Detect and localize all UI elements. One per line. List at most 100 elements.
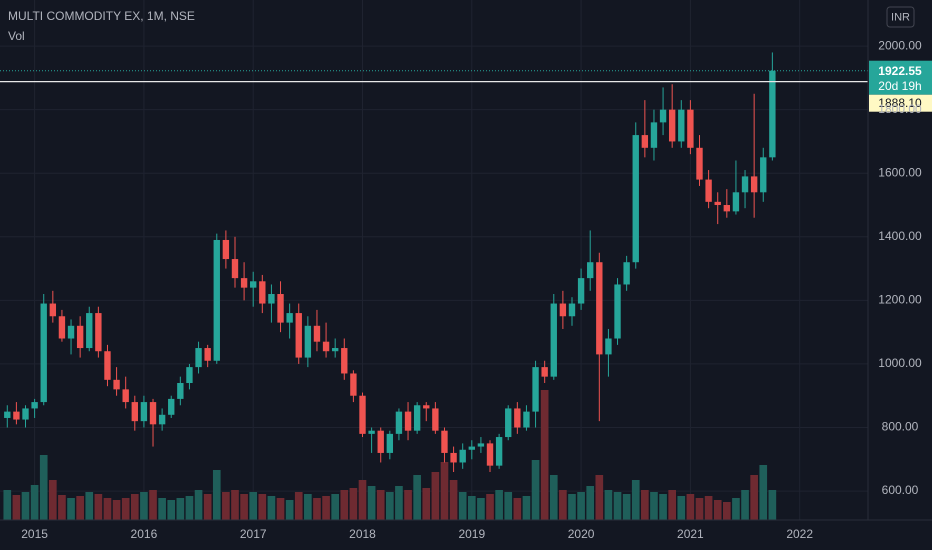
- volume-bar: [367, 486, 376, 520]
- candle-body: [359, 395, 366, 434]
- x-tick-label: 2019: [458, 527, 485, 541]
- volume-bar: [522, 496, 531, 520]
- volume-bar: [94, 494, 103, 520]
- volume-bar: [349, 488, 358, 520]
- candle-body: [477, 443, 485, 447]
- candle-body: [368, 430, 375, 434]
- candle-body: [213, 239, 220, 361]
- candle-body: [632, 135, 639, 263]
- candle-body: [441, 430, 448, 453]
- volume-bar: [413, 475, 421, 520]
- volume-bar: [422, 488, 431, 520]
- volume-bar: [495, 490, 503, 520]
- currency-label[interactable]: INR: [891, 11, 910, 23]
- candle-body: [714, 201, 721, 206]
- volume-bar: [322, 496, 330, 520]
- volume-bar: [540, 390, 549, 520]
- volume-bar: [732, 498, 740, 520]
- candle-body: [532, 367, 539, 412]
- volume-bar: [641, 490, 649, 520]
- volume-bar: [586, 486, 595, 520]
- x-tick-label: 2021: [677, 527, 704, 541]
- candle-body: [404, 411, 412, 431]
- volume-bar: [130, 494, 139, 520]
- candle-body: [659, 109, 667, 123]
- y-tick-label: 1400.00: [878, 229, 922, 243]
- volume-bar: [58, 495, 66, 520]
- volume-bar: [440, 462, 449, 520]
- volume-bar: [185, 496, 194, 520]
- candle-body: [723, 205, 731, 212]
- candle-body: [58, 316, 66, 339]
- volume-pane: [3, 390, 777, 520]
- currency-button[interactable]: [886, 6, 915, 28]
- volume-bar: [203, 494, 212, 520]
- candle-body: [423, 405, 430, 409]
- volume-bar: [231, 490, 239, 520]
- countdown-label: 20d 19h: [878, 79, 921, 93]
- price-line-label: 1888.10: [878, 96, 922, 110]
- candle-body: [741, 176, 749, 193]
- candle-body: [668, 109, 676, 142]
- volume-bar: [194, 490, 203, 520]
- candle-body: [505, 408, 512, 438]
- candle-body: [468, 446, 475, 450]
- candle-body: [40, 303, 47, 403]
- volume-bar: [258, 494, 267, 520]
- candle-body: [195, 348, 202, 368]
- candle-body: [605, 338, 612, 355]
- candle-body: [322, 341, 330, 352]
- x-tick-label: 2018: [349, 527, 376, 541]
- candle-body: [568, 303, 576, 317]
- volume-bar: [477, 498, 485, 520]
- volume-bar: [467, 496, 476, 520]
- indicator-label: Vol: [8, 29, 25, 43]
- x-tick-label: 2020: [568, 527, 595, 541]
- volume-bar: [285, 500, 294, 520]
- volume-bar: [331, 494, 340, 520]
- volume-bar: [568, 494, 576, 520]
- candle-body: [13, 411, 20, 420]
- volume-bar: [513, 498, 522, 520]
- y-tick-label: 1000.00: [878, 356, 922, 370]
- volume-bar: [30, 485, 39, 520]
- volume-bar: [76, 496, 84, 520]
- candle-body: [122, 389, 129, 403]
- candle-body: [4, 411, 11, 418]
- candle-body: [168, 398, 175, 415]
- candle-body: [222, 239, 230, 260]
- candle-body: [559, 303, 567, 317]
- volume-bar: [21, 492, 30, 520]
- volume-bar: [294, 492, 303, 520]
- candle-body: [732, 192, 740, 212]
- candle-body: [459, 449, 466, 463]
- volume-bar: [276, 498, 285, 520]
- volume-bar: [431, 472, 440, 520]
- y-tick-label: 600.00: [882, 483, 919, 497]
- volume-bar: [85, 492, 94, 520]
- volume-bar: [668, 490, 677, 520]
- candle-body: [313, 325, 321, 342]
- volume-bar: [458, 492, 467, 520]
- volume-bar: [395, 486, 403, 520]
- candle-body: [650, 122, 658, 148]
- volume-bar: [386, 492, 394, 520]
- volume-bar: [167, 500, 176, 520]
- candle-body: [250, 281, 257, 288]
- volume-bar: [595, 475, 604, 520]
- volume-bar: [722, 502, 731, 520]
- volume-bar: [759, 465, 768, 520]
- volume-bar: [750, 475, 758, 520]
- candle-body: [486, 443, 494, 466]
- volume-bar: [12, 495, 21, 520]
- candle-body: [268, 294, 275, 304]
- volume-bar: [768, 490, 777, 520]
- candle-body: [432, 408, 439, 431]
- volume-bar: [358, 480, 367, 520]
- volume-bar: [149, 490, 157, 520]
- volume-bar: [695, 498, 704, 520]
- y-tick-label: 1800.00: [878, 102, 922, 116]
- candle-body: [705, 179, 712, 202]
- candle-body: [577, 278, 585, 304]
